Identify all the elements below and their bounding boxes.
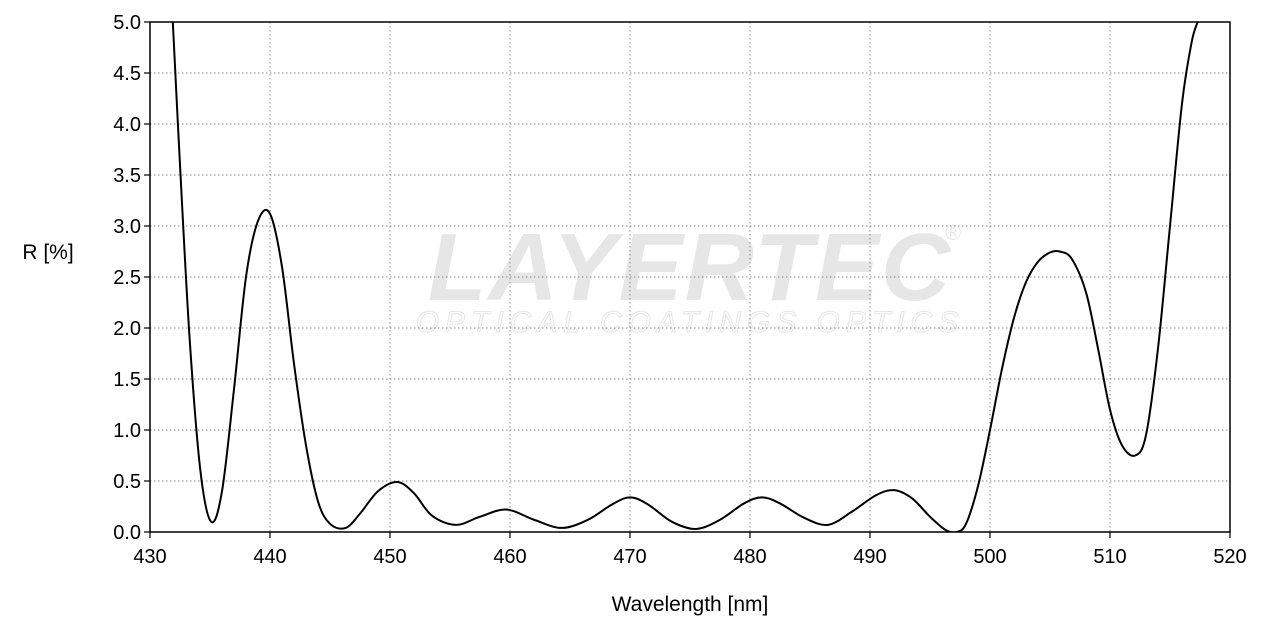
x-tick-label: 480 xyxy=(733,546,766,568)
y-axis-title: R [%] xyxy=(22,241,73,264)
x-tick-label: 500 xyxy=(973,546,1006,568)
axis-ticks xyxy=(144,21,1231,538)
x-tick-label: 460 xyxy=(493,546,526,568)
series-layer xyxy=(171,22,1199,532)
y-tick-label: 2.5 xyxy=(113,267,141,289)
y-tick-label: 5.0 xyxy=(113,12,141,34)
x-tick-label: 490 xyxy=(853,546,886,568)
y-tick-label: 3.0 xyxy=(113,216,141,238)
y-tick-label: 1.0 xyxy=(113,420,141,442)
x-tick-label: 470 xyxy=(613,546,646,568)
y-tick-label: 4.0 xyxy=(113,114,141,136)
watermark-brand: LAYERTEC xyxy=(428,214,953,321)
y-tick-label: 0.5 xyxy=(113,471,141,493)
grid xyxy=(150,22,1230,532)
y-tick-label: 4.5 xyxy=(113,63,141,85)
y-tick-label: 1.5 xyxy=(113,369,141,391)
y-tick-label: 3.5 xyxy=(113,165,141,187)
x-tick-label: 450 xyxy=(373,546,406,568)
x-tick-label: 440 xyxy=(253,546,286,568)
watermark: LAYERTEC OPTICAL COATINGS OPTICS ® xyxy=(415,214,965,340)
watermark-registered-mark: ® xyxy=(945,220,961,245)
plot-frame xyxy=(149,21,1231,533)
x-tick-label: 520 xyxy=(1213,546,1246,568)
tick-labels: 430 440 450 460 470 480 490 500 510 520 0.0 0.5 1.0 1… xyxy=(113,12,1247,568)
watermark-tagline: OPTICAL COATINGS OPTICS xyxy=(416,306,965,339)
y-tick-label: 2.0 xyxy=(113,318,141,340)
x-tick-label: 510 xyxy=(1093,546,1126,568)
x-tick-label: 430 xyxy=(133,546,166,568)
y-tick-label: 0.0 xyxy=(113,522,141,544)
reflectance-series-line xyxy=(171,22,1199,532)
x-axis-title: Wavelength [nm] xyxy=(612,593,769,616)
